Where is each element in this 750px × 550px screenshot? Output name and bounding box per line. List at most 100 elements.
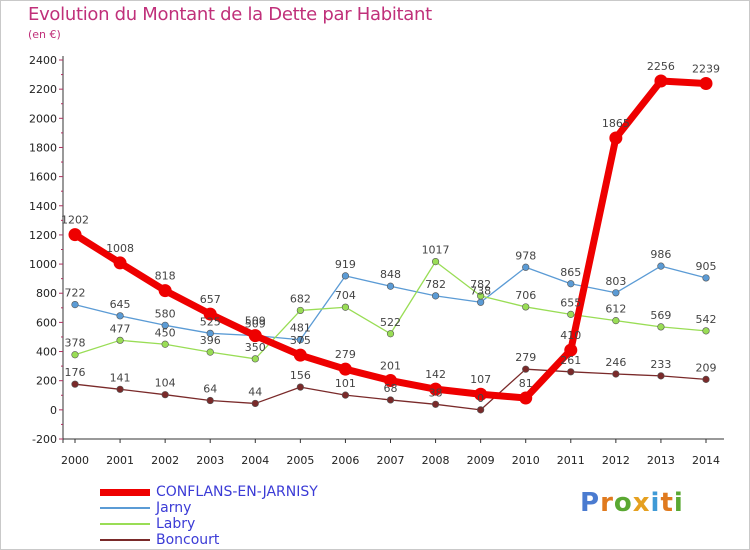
data-point bbox=[567, 368, 575, 376]
data-point bbox=[206, 329, 214, 337]
data-point bbox=[68, 228, 82, 242]
y-tick-label: 1000 bbox=[29, 258, 57, 271]
data-label: 233 bbox=[650, 358, 671, 371]
legend-label: Jarny bbox=[156, 500, 192, 516]
data-point bbox=[522, 365, 530, 373]
data-point bbox=[522, 263, 530, 271]
data-label: 509 bbox=[245, 315, 266, 328]
x-tick-label: 2011 bbox=[557, 454, 585, 467]
y-tick-label: 2000 bbox=[29, 112, 57, 125]
data-point bbox=[612, 289, 620, 297]
data-label: 375 bbox=[290, 334, 311, 347]
data-point bbox=[429, 382, 443, 396]
data-point bbox=[338, 362, 352, 376]
data-label: 176 bbox=[65, 366, 86, 379]
data-point bbox=[293, 348, 307, 362]
data-point bbox=[116, 336, 124, 344]
data-label: 1017 bbox=[422, 244, 450, 257]
data-label: 738 bbox=[470, 284, 491, 297]
legend-label: Boncourt bbox=[156, 532, 220, 548]
data-point bbox=[296, 383, 304, 391]
data-label: 1865 bbox=[602, 117, 630, 130]
data-label: 522 bbox=[380, 316, 401, 329]
x-tick-label: 2002 bbox=[151, 454, 179, 467]
data-label: 246 bbox=[605, 356, 626, 369]
data-point bbox=[519, 391, 533, 405]
logo-letter: r bbox=[600, 488, 614, 518]
data-point bbox=[71, 351, 79, 359]
data-label: 410 bbox=[560, 329, 581, 342]
data-label: 279 bbox=[335, 348, 356, 361]
data-label: 81 bbox=[519, 377, 533, 390]
data-label: 38 bbox=[429, 386, 443, 399]
data-point bbox=[251, 355, 259, 363]
data-label: 704 bbox=[335, 289, 356, 302]
legend-label: Labry bbox=[156, 516, 196, 532]
data-point bbox=[609, 131, 623, 145]
x-tick-label: 2010 bbox=[512, 454, 540, 467]
logo-letter: i bbox=[673, 488, 684, 518]
logo-letter: P bbox=[580, 488, 601, 518]
data-point bbox=[612, 370, 620, 378]
data-point bbox=[386, 396, 395, 404]
x-tick-label: 2001 bbox=[106, 454, 134, 467]
legend-swatch bbox=[100, 507, 150, 509]
y-tick-label: 0 bbox=[50, 404, 57, 417]
y-tick-label: 200 bbox=[36, 375, 57, 388]
data-label: 1008 bbox=[106, 242, 134, 255]
data-label: 44 bbox=[248, 385, 262, 398]
data-label: 818 bbox=[155, 270, 176, 283]
x-tick-label: 2005 bbox=[286, 454, 314, 467]
data-point bbox=[431, 400, 440, 408]
y-tick-label: 1800 bbox=[29, 141, 57, 154]
chart-subtitle: (en €) bbox=[28, 28, 61, 41]
data-point bbox=[206, 396, 214, 405]
data-point bbox=[699, 76, 713, 90]
data-label: 68 bbox=[384, 382, 398, 395]
data-label: 450 bbox=[155, 326, 176, 339]
legend-swatch bbox=[100, 488, 150, 496]
data-label: 569 bbox=[650, 309, 671, 322]
data-label: 350 bbox=[245, 341, 266, 354]
data-label: 142 bbox=[425, 368, 446, 381]
data-point bbox=[116, 312, 124, 320]
data-label: 279 bbox=[515, 351, 536, 364]
data-label: 803 bbox=[605, 275, 626, 288]
data-label: 481 bbox=[290, 322, 311, 335]
data-point bbox=[116, 385, 124, 393]
data-point bbox=[567, 310, 575, 318]
logo-letter: o bbox=[613, 488, 633, 518]
x-tick-label: 2014 bbox=[692, 454, 720, 467]
y-tick-label: 2200 bbox=[29, 83, 57, 96]
data-point bbox=[161, 321, 169, 329]
data-label: 580 bbox=[155, 307, 176, 320]
data-label: 156 bbox=[290, 369, 311, 382]
data-label: 2239 bbox=[692, 62, 720, 75]
logo-letter: i bbox=[650, 488, 661, 518]
data-label: 542 bbox=[696, 313, 717, 326]
data-label: 107 bbox=[470, 373, 491, 386]
data-label: 645 bbox=[110, 298, 131, 311]
data-label: 509 bbox=[245, 318, 266, 331]
data-point bbox=[71, 301, 79, 309]
data-label: 655 bbox=[560, 296, 581, 309]
y-tick-label: 600 bbox=[36, 316, 57, 329]
data-label: 477 bbox=[110, 322, 131, 335]
y-tick-label: -200 bbox=[32, 433, 57, 446]
data-label: 978 bbox=[515, 249, 536, 262]
data-point bbox=[161, 340, 169, 348]
y-tick-label: 1200 bbox=[29, 229, 57, 242]
data-point bbox=[251, 399, 259, 408]
data-label: 525 bbox=[200, 315, 221, 328]
legend-swatch bbox=[100, 539, 150, 541]
data-point bbox=[158, 284, 172, 298]
data-point bbox=[567, 280, 575, 288]
data-point bbox=[477, 292, 485, 300]
data-point bbox=[702, 375, 710, 383]
data-point bbox=[384, 374, 397, 388]
y-tick-label: 1400 bbox=[29, 200, 57, 213]
data-label: 201 bbox=[380, 360, 401, 373]
